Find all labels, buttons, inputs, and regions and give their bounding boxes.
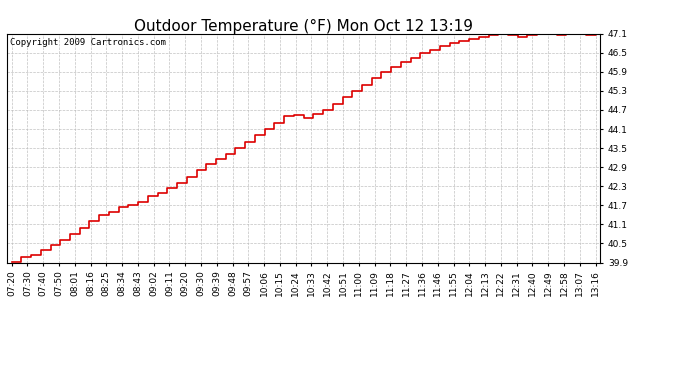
Text: Outdoor Temperature (°F) Mon Oct 12 13:19: Outdoor Temperature (°F) Mon Oct 12 13:1… [134,19,473,34]
Text: Copyright 2009 Cartronics.com: Copyright 2009 Cartronics.com [10,38,166,47]
